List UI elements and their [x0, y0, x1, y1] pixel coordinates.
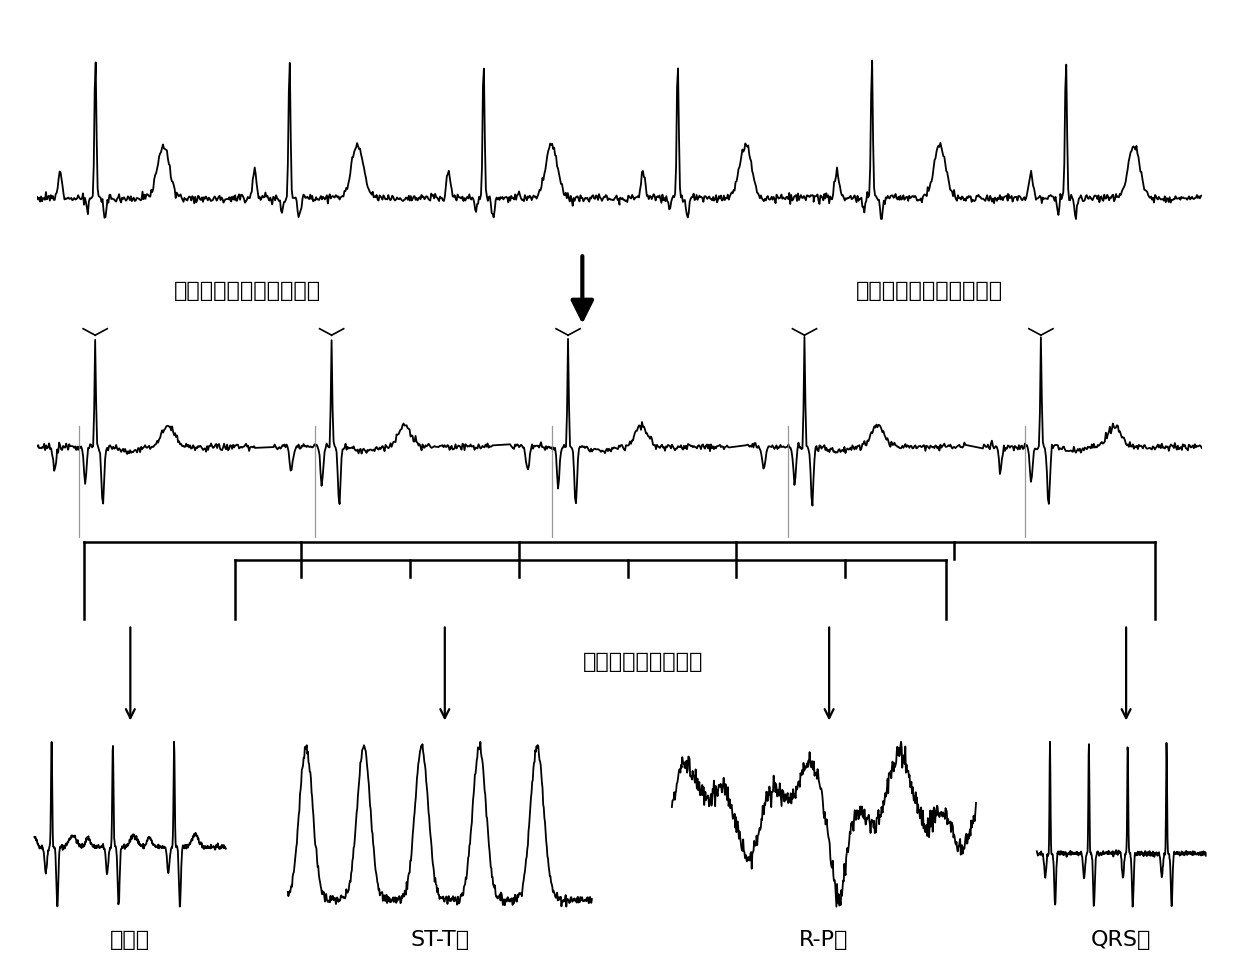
Text: 首尾区: 首尾区 — [110, 929, 150, 949]
Text: 自适应心电信号区域分割: 自适应心电信号区域分割 — [856, 281, 1002, 300]
Text: QRS区: QRS区 — [1092, 929, 1151, 949]
Text: ST-T区: ST-T区 — [410, 929, 470, 949]
Text: 子区域心电序列重组: 子区域心电序列重组 — [582, 651, 703, 671]
Text: 自适应心电信号区域分割: 自适应心电信号区域分割 — [175, 281, 321, 300]
Text: R-P区: R-P区 — [799, 929, 849, 949]
